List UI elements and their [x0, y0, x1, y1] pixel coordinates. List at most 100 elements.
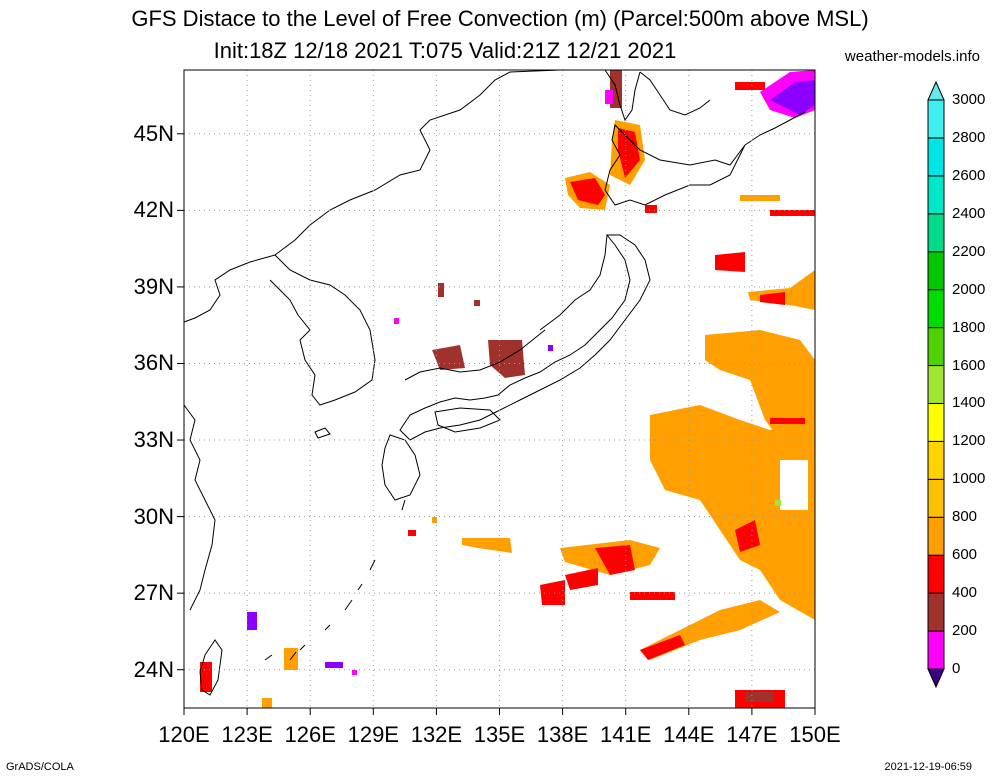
colorbar-label: 1000: [952, 470, 986, 488]
field-patch: [715, 252, 745, 272]
field-patch: [705, 330, 815, 440]
coastline-honshu: [399, 234, 651, 441]
map-background: [184, 70, 815, 708]
colorbar-label: 2600: [952, 166, 986, 184]
field-patch: [540, 580, 565, 605]
lat-label: 30N: [133, 503, 174, 529]
colorbar-label: 1400: [952, 394, 986, 412]
colorbar-bin: [927, 213, 945, 253]
field-patch: [650, 405, 815, 620]
shaded-fields: [200, 70, 815, 708]
field-patch: [618, 128, 640, 178]
map-subtitle: Init:18Z 12/18 2021 T:075 Valid:21Z 12/2…: [213, 38, 677, 63]
colorbar-label: 1800: [952, 318, 986, 336]
colorbar-label: 2400: [952, 204, 986, 222]
field-patch: [640, 635, 685, 660]
field-patch: [760, 292, 785, 305]
field-patch: [548, 345, 553, 351]
lon-label: 132E: [410, 722, 463, 747]
colorbar-bin: [927, 402, 945, 442]
coastline-korea: [269, 254, 376, 406]
coastline-taiwan: [199, 639, 223, 696]
coastline-shikoku: [434, 407, 501, 433]
field-patch: [394, 318, 399, 324]
lat-label: 27N: [133, 580, 174, 606]
colorbar-label: 800: [952, 508, 978, 526]
timestamp-label: 2021-12-19-06:59: [884, 761, 972, 773]
lat-label: 39N: [133, 273, 174, 299]
coastline-mainland: [183, 69, 561, 323]
field-patch: [645, 205, 657, 213]
field-patch: [630, 592, 675, 600]
lat-label: 36N: [133, 350, 174, 376]
field-patch: [432, 345, 465, 370]
coastline-okhotsk: [639, 71, 711, 116]
colorbar-bin: [927, 175, 945, 215]
field-patch: [262, 698, 272, 708]
site-label: weather-models.info: [844, 48, 980, 65]
colorbar-label: 1200: [952, 432, 986, 450]
lat-label: 24N: [133, 656, 174, 682]
map-title: GFS Distace to the Level of Free Convect…: [131, 6, 869, 31]
field-patch: [740, 195, 780, 201]
colorbar-label: 600: [952, 546, 978, 564]
lon-label: 147E: [726, 722, 778, 747]
field-patch: [408, 530, 416, 536]
colorbar-high-arrow: [927, 80, 945, 101]
field-patch: [570, 178, 605, 205]
coastline-kyushu: [381, 434, 421, 501]
field-patch: [775, 500, 781, 506]
lon-label: 135E: [473, 722, 526, 747]
field-patch: [565, 568, 598, 590]
axis-ticks: [177, 133, 816, 715]
field-patch: [474, 300, 480, 306]
field-patch: [595, 545, 635, 575]
lon-label: 141E: [600, 722, 652, 747]
graticule: [184, 70, 815, 708]
coastlines: [183, 69, 806, 696]
lon-label: 126E: [284, 722, 336, 747]
field-patch: [438, 283, 444, 297]
field-patch: [735, 520, 760, 552]
colorbar-low-arrow: [927, 668, 945, 689]
field-patch: [770, 418, 805, 424]
lat-label: 45N: [133, 120, 174, 146]
lon-label: 150E: [789, 722, 841, 747]
lon-label: 138E: [536, 722, 589, 747]
field-patch: [745, 692, 773, 702]
colorbar-bin: [927, 592, 945, 632]
colorbar-bin: [927, 440, 945, 480]
coastline-jeju: [314, 427, 331, 439]
lon-label: 123E: [221, 722, 273, 747]
coastline-ryukyu: [264, 559, 376, 661]
coastline-islands: [401, 499, 406, 511]
colorbar-label: 2200: [952, 242, 986, 260]
coastline-china: [183, 404, 216, 611]
colorbar-label: 3000: [952, 91, 986, 108]
field-patch: [770, 80, 815, 115]
colorbar-bin: [927, 99, 945, 139]
colorbar-bin: [927, 327, 945, 367]
colorbar-label: 0: [952, 660, 961, 677]
colorbar-label: 400: [952, 584, 978, 602]
colorbar-bin: [927, 137, 945, 177]
colorbar-bin: [927, 516, 945, 556]
field-patch: [735, 82, 765, 90]
colorbar-bin: [927, 289, 945, 329]
colorbar: [927, 80, 945, 689]
colorbar-bin: [927, 554, 945, 594]
field-patch: [352, 670, 357, 675]
field-gap: [780, 460, 808, 510]
coastline-kurils: [744, 111, 806, 146]
field-patch: [462, 538, 512, 553]
field-patch: [605, 90, 613, 104]
colorbar-label: 200: [952, 622, 978, 640]
colorbar-bin: [927, 630, 945, 670]
coastline-honshu-west: [539, 234, 608, 331]
colorbar-label: 1600: [952, 356, 986, 374]
lon-label: 144E: [663, 722, 715, 747]
field-patch: [488, 340, 525, 378]
coastline-hokkaido: [604, 123, 746, 206]
colorbar-label: 2000: [952, 280, 986, 298]
